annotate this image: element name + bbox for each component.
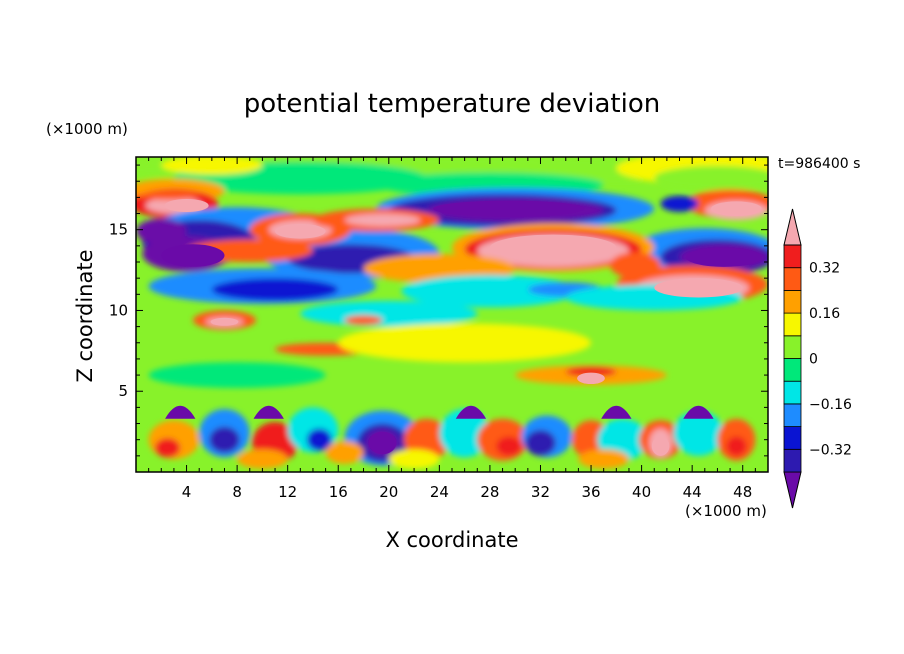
field-contour [565, 367, 617, 377]
field-contour [155, 438, 181, 458]
x-tick-label: 36 [581, 483, 600, 501]
x-tick-label: 44 [683, 483, 702, 501]
colorbar-tick-label: −0.32 [809, 442, 852, 458]
field-contour [344, 213, 421, 227]
field-contour [275, 224, 326, 239]
x-tick-label: 20 [379, 483, 398, 501]
x-tick-label: 28 [480, 483, 499, 501]
field-contour [654, 278, 743, 298]
y-axis-label: Z coordinate [73, 249, 97, 382]
y-axis: 5 10 15 [109, 164, 768, 457]
chart-title: potential temperature deviation [244, 89, 660, 119]
field-contour [673, 410, 724, 456]
field-contour [253, 405, 284, 419]
field-contour [368, 431, 397, 455]
colorbar-segment [783, 448, 802, 473]
colorbar-top-arrow [783, 208, 802, 246]
colorbar-segment [783, 267, 802, 291]
field-contour [525, 430, 556, 456]
field-contour [300, 300, 478, 327]
x-tick-label: 32 [531, 483, 550, 501]
y-unit-label: (×1000 m) [46, 120, 128, 138]
colorbar-segment [783, 403, 802, 427]
field-contour [711, 201, 762, 216]
field-contour [344, 315, 383, 326]
x-axis-label: X coordinate [385, 528, 518, 552]
colorbar-segment [783, 244, 802, 269]
colorbar-tick-label: 0.16 [809, 306, 840, 322]
x-axis: 4 8 12 16 20 24 28 32 36 40 44 48 [148, 157, 756, 501]
field-contour [455, 405, 487, 419]
colorbar-bottom-arrow [783, 471, 802, 509]
colorbar-segment [783, 380, 802, 405]
field-contour [161, 244, 225, 267]
x-tick-label: 4 [182, 483, 192, 501]
field-contour [136, 218, 187, 245]
field-contour [489, 234, 617, 261]
field-contour [209, 426, 240, 453]
field-contour [439, 409, 490, 458]
field-contour [496, 436, 522, 456]
x-tick-label: 24 [430, 483, 449, 501]
y-tick-label: 5 [118, 382, 128, 400]
colorbar-segment [783, 335, 802, 359]
field-contour [726, 436, 747, 456]
field-contour [577, 372, 605, 384]
field-contour [433, 200, 585, 217]
field-contour [210, 317, 239, 326]
field-contour [325, 441, 364, 464]
field-contour [164, 199, 209, 212]
colorbar-tick-label: −0.16 [809, 397, 852, 413]
field-contour [401, 274, 579, 308]
colorbar-segment [783, 289, 802, 314]
colorbar-tick-label: 0.32 [809, 261, 840, 277]
time-label: t=986400 s [778, 156, 860, 172]
field-contour [148, 362, 326, 388]
y-tick-label: 10 [109, 301, 128, 319]
field-contour [685, 247, 762, 267]
field-contour [654, 165, 768, 191]
field-contour [660, 195, 699, 212]
colorbar-tick-label: 0 [809, 352, 818, 368]
x-tick-label: 48 [733, 483, 752, 501]
x-tick-label: 12 [278, 483, 297, 501]
field-contour [211, 278, 339, 301]
colorbar-segment [783, 358, 802, 382]
field-contour [338, 323, 591, 363]
field-contour [237, 449, 288, 469]
field-contour [578, 449, 629, 469]
field-contour [388, 449, 440, 469]
x-unit-label: (×1000 m) [685, 502, 767, 520]
x-tick-label: 16 [329, 483, 348, 501]
field-contour [165, 405, 196, 419]
field-contour [610, 252, 661, 279]
field-contour [306, 428, 332, 452]
x-tick-label: 40 [632, 483, 651, 501]
field-contour [651, 436, 670, 456]
colorbar-segment [783, 426, 802, 450]
field-contour [601, 405, 632, 419]
y-tick-label: 15 [109, 221, 128, 239]
colorbar-segment [783, 312, 802, 337]
field-contour [136, 191, 200, 200]
colorbar: 0.32 0.16 0 −0.16 −0.32 [783, 208, 852, 509]
field-contour [683, 405, 714, 419]
heatmap-field [136, 157, 768, 472]
x-tick-label: 8 [232, 483, 242, 501]
